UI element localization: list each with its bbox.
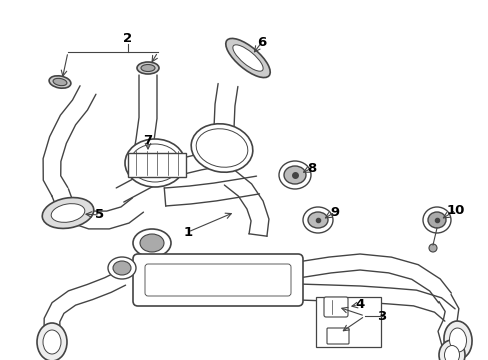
Ellipse shape <box>448 328 466 352</box>
Ellipse shape <box>303 207 332 233</box>
Ellipse shape <box>53 78 67 86</box>
Ellipse shape <box>427 212 445 228</box>
Ellipse shape <box>133 229 171 257</box>
Ellipse shape <box>125 139 184 187</box>
Text: 3: 3 <box>377 310 386 323</box>
Text: 4: 4 <box>355 298 364 311</box>
FancyBboxPatch shape <box>326 328 348 344</box>
FancyBboxPatch shape <box>145 264 290 296</box>
Ellipse shape <box>137 62 159 74</box>
Ellipse shape <box>108 257 136 279</box>
Ellipse shape <box>225 39 270 78</box>
FancyBboxPatch shape <box>128 153 185 177</box>
Ellipse shape <box>443 321 471 359</box>
Text: 6: 6 <box>257 36 266 49</box>
Text: 5: 5 <box>95 208 104 221</box>
Ellipse shape <box>42 198 94 229</box>
Ellipse shape <box>444 346 459 360</box>
Ellipse shape <box>43 330 61 354</box>
Ellipse shape <box>37 323 67 360</box>
Ellipse shape <box>49 76 71 88</box>
Ellipse shape <box>140 234 163 252</box>
Ellipse shape <box>113 261 131 275</box>
FancyBboxPatch shape <box>315 297 380 347</box>
FancyBboxPatch shape <box>133 254 303 306</box>
Text: 2: 2 <box>123 31 132 45</box>
Ellipse shape <box>307 212 327 228</box>
Ellipse shape <box>438 340 464 360</box>
Text: 9: 9 <box>330 206 339 219</box>
Ellipse shape <box>284 166 305 184</box>
Ellipse shape <box>422 207 450 233</box>
Ellipse shape <box>130 144 180 182</box>
Ellipse shape <box>279 161 310 189</box>
Text: 10: 10 <box>446 203 464 216</box>
Text: 7: 7 <box>143 134 152 147</box>
Ellipse shape <box>232 45 263 71</box>
Text: 1: 1 <box>183 225 192 238</box>
Ellipse shape <box>196 129 247 167</box>
Text: 8: 8 <box>307 162 316 175</box>
FancyBboxPatch shape <box>324 297 347 317</box>
Ellipse shape <box>51 204 84 222</box>
Ellipse shape <box>141 64 155 72</box>
Ellipse shape <box>428 244 436 252</box>
Ellipse shape <box>191 124 252 172</box>
